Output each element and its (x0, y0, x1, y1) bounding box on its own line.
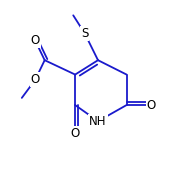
Text: O: O (31, 34, 40, 47)
Text: S: S (81, 27, 88, 40)
Text: O: O (31, 73, 40, 86)
Text: O: O (147, 99, 156, 112)
Text: O: O (71, 127, 80, 140)
Text: NH: NH (89, 115, 107, 128)
